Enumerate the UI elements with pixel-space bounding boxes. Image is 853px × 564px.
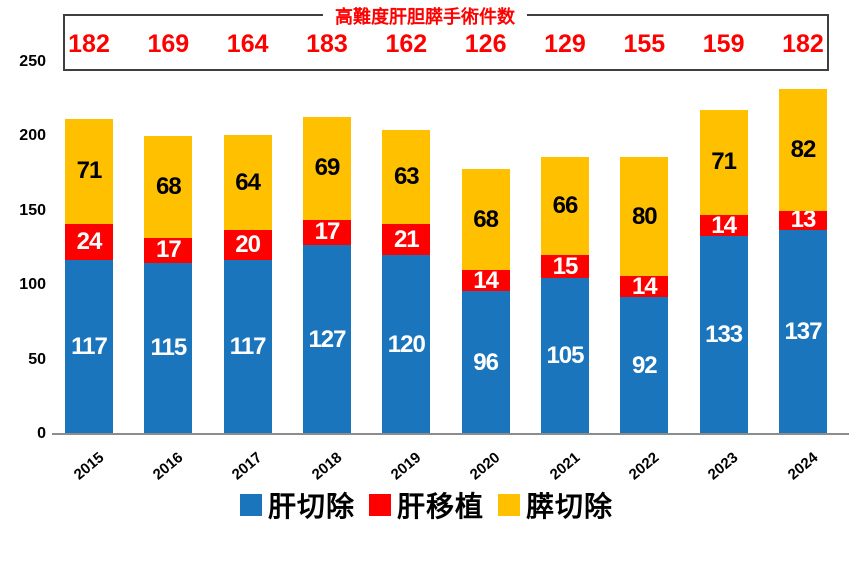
x-axis-year-text: 2023	[705, 449, 742, 484]
bar-segment-liver-resection: 127	[302, 245, 351, 434]
segment-value-label: 14	[711, 211, 737, 239]
bar-segment-liver-resection: 96	[461, 291, 510, 434]
segment-value-label: 120	[387, 330, 426, 358]
bar-segment-liver-resection: 117	[65, 259, 113, 434]
y-axis-tick-label: 50	[28, 350, 46, 368]
segment-value-label: 68	[473, 205, 499, 233]
segment-value-label: 68	[155, 172, 182, 200]
bar-segment-liver-transplant: 24	[65, 224, 113, 260]
segment-value-label: 24	[76, 228, 103, 256]
x-axis-year-text: 2016	[149, 449, 187, 484]
annotation-value: 129	[544, 30, 586, 58]
bar-segment-liver-resection: 105	[540, 277, 589, 434]
bar-segment-pancreas-resection: 68	[144, 136, 193, 238]
bar-segment-liver-transplant: 20	[223, 230, 272, 260]
annotation-value: 126	[464, 30, 507, 58]
y-axis-tick-label: 200	[19, 127, 46, 145]
segment-value-label: 15	[552, 252, 579, 280]
segment-value-label: 20	[235, 231, 261, 259]
segment-value-label: 117	[229, 332, 267, 360]
bar-segment-pancreas-resection: 69	[302, 117, 351, 220]
segment-value-label: 80	[631, 202, 658, 230]
annotation-value: 162	[385, 30, 428, 58]
legend-swatch-pancreas-resection	[498, 494, 520, 516]
segment-value-label: 66	[552, 192, 579, 220]
bar-segment-liver-resection: 133	[699, 236, 748, 434]
bar-segment-liver-transplant: 14	[620, 272, 669, 300]
annotation-value: 155	[623, 30, 666, 58]
segment-value-label: 21	[393, 225, 420, 253]
legend-label-liver-transplant: 肝移植	[396, 491, 484, 522]
annotation-value: 182	[782, 30, 824, 58]
bar-segment-pancreas-resection: 66	[540, 157, 589, 256]
segment-value-label: 71	[711, 148, 737, 176]
bar-segment-liver-transplant: 14	[699, 211, 748, 239]
chart-title: 高難度肝胆膵手術件数	[323, 3, 527, 29]
bar-segment-pancreas-resection: 64	[223, 134, 272, 231]
x-axis-year-text: 2021	[546, 449, 583, 484]
bar-segment-liver-transplant: 17	[144, 236, 193, 264]
x-axis-year-text: 2017	[229, 449, 266, 484]
segment-value-label: 127	[308, 325, 346, 353]
segment-value-label: 13	[790, 206, 817, 234]
segment-value-label: 69	[314, 154, 341, 182]
bar-segment-pancreas-resection: 68	[461, 169, 510, 271]
y-axis-tick-label: 0	[37, 425, 46, 442]
bar-segment-liver-transplant: 17	[302, 218, 351, 246]
bar-segment-liver-resection: 120	[382, 255, 431, 434]
annotation-value: 183	[306, 30, 348, 58]
annotation-value: 164	[226, 30, 269, 58]
bar-segment-liver-transplant: 14	[461, 266, 510, 294]
segment-value-label: 115	[150, 334, 187, 362]
segment-value-label: 96	[473, 348, 499, 376]
x-axis-line	[52, 433, 849, 435]
segment-value-label: 92	[631, 351, 658, 379]
x-axis-year-text: 2020	[467, 449, 504, 484]
bar-segment-pancreas-resection: 82	[778, 88, 827, 211]
y-axis-tick-label: 250	[19, 53, 46, 70]
segment-value-label: 82	[790, 135, 817, 163]
segment-value-label: 117	[71, 332, 108, 360]
segment-value-label: 17	[155, 236, 182, 264]
bar-segment-liver-transplant: 15	[540, 252, 589, 280]
segment-value-label: 63	[393, 163, 420, 191]
bar-segment-liver-resection: 137	[778, 230, 827, 434]
segment-value-label: 17	[314, 218, 341, 246]
bar-segment-pancreas-resection: 80	[620, 157, 669, 277]
legend-item-liver-resection: 肝切除	[239, 485, 355, 525]
legend-swatch-liver-transplant	[368, 494, 391, 516]
bar-segment-liver-resection: 117	[223, 259, 272, 434]
bar-segment-pancreas-resection: 71	[65, 118, 113, 225]
legend-item-liver-transplant: 肝移植	[368, 485, 484, 525]
segment-value-label: 137	[784, 318, 822, 346]
legend-swatch-liver-resection	[239, 494, 262, 516]
segment-value-label: 64	[235, 168, 261, 196]
x-axis-year-text: 2024	[784, 449, 821, 484]
bar-segment-liver-transplant: 21	[382, 224, 431, 256]
segment-value-label: 133	[705, 321, 743, 349]
bar-segment-liver-resection: 92	[620, 297, 669, 434]
legend: 肝切除 肝移植 膵切除	[0, 485, 853, 525]
legend-label-liver-resection: 肝切除	[267, 491, 355, 522]
legend-item-pancreas-resection: 膵切除	[498, 485, 613, 525]
annotation-value: 159	[702, 30, 745, 58]
bar-segment-pancreas-resection: 63	[382, 130, 431, 225]
x-axis-year-text: 2018	[308, 449, 345, 484]
segment-value-label: 71	[76, 157, 103, 185]
segment-value-label: 14	[473, 266, 499, 294]
x-axis-year-text: 2015	[70, 449, 107, 484]
y-axis-tick-label: 100	[19, 276, 46, 294]
bar-segment-pancreas-resection: 71	[699, 109, 748, 216]
x-axis-year-text: 2022	[625, 449, 663, 484]
bar-segment-liver-transplant: 13	[778, 206, 827, 234]
annotation-value: 169	[147, 30, 190, 58]
segment-value-label: 14	[631, 272, 658, 300]
x-axis-year-text: 2019	[387, 449, 425, 484]
annotation-value: 182	[68, 30, 110, 58]
bar-segment-liver-resection: 115	[144, 262, 193, 434]
legend-label-pancreas-resection: 膵切除	[526, 491, 614, 522]
y-axis-tick-label: 150	[19, 201, 46, 219]
segment-value-label: 105	[546, 341, 584, 369]
